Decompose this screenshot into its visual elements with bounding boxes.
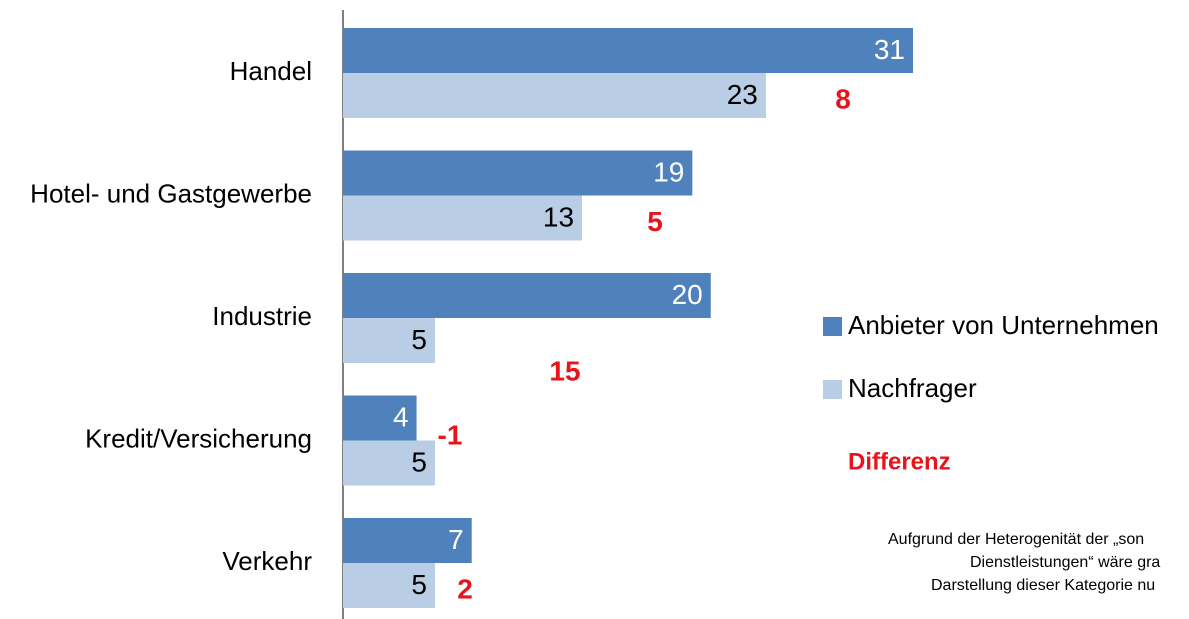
bar (343, 440, 435, 486)
category-label: Hotel- und Gastgewerbe (30, 178, 312, 208)
note: Aufgrund der Heterogenität der „son (888, 531, 1144, 548)
bar (343, 73, 766, 118)
bar (343, 195, 583, 241)
value-label: 5 (411, 324, 427, 355)
category-label: Industrie (212, 301, 312, 331)
value-label: 19 (653, 156, 684, 187)
difference-label: -1 (438, 419, 463, 450)
legend-label: Anbieter von Unternehmen (848, 310, 1159, 340)
value-label: 4 (393, 401, 409, 432)
bar (343, 518, 472, 563)
note: Darstellung dieser Kategorie nu (931, 577, 1155, 594)
bar (343, 273, 711, 318)
value-label: 5 (411, 569, 427, 600)
bar (343, 28, 913, 73)
value-label: 7 (448, 524, 464, 555)
value-label: 13 (543, 201, 574, 232)
difference-label: 15 (549, 355, 580, 386)
category-label: Kredit/Versicherung (85, 423, 312, 453)
bar (343, 395, 417, 441)
bar (343, 150, 693, 196)
value-label: 31 (874, 34, 905, 65)
legend-label: Differenz (848, 448, 951, 475)
value-label: 20 (672, 279, 703, 310)
legend-label: Nachfrager (848, 373, 977, 403)
value-label: 5 (411, 446, 427, 477)
category-label: Handel (230, 56, 312, 86)
difference-label: 5 (647, 206, 663, 237)
bar (343, 318, 435, 363)
difference-label: 8 (835, 83, 851, 114)
bar (343, 563, 435, 608)
difference-label: 2 (457, 573, 473, 604)
legend-swatch (823, 317, 842, 336)
note: Dienstleistungen“ wäre gra (970, 554, 1160, 571)
category-label: Verkehr (222, 546, 312, 576)
legend-swatch (823, 380, 842, 399)
value-label: 23 (727, 79, 758, 110)
